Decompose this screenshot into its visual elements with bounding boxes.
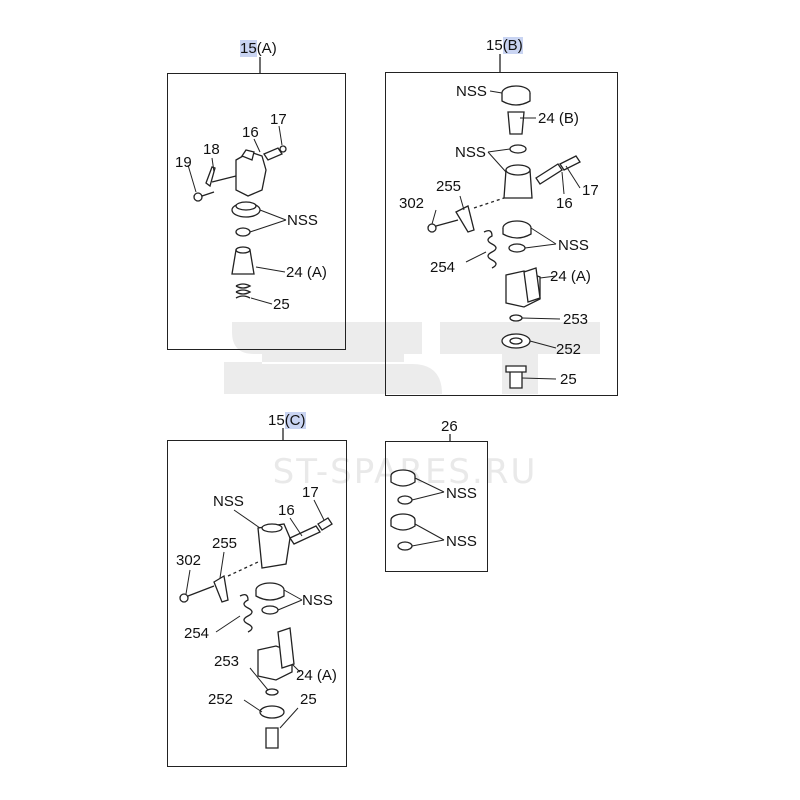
panel-b-box [385, 72, 618, 396]
title-leader-lines [259, 54, 501, 441]
panel-c-label-nss-2: NSS [302, 592, 333, 609]
panel-b-label-17: 17 [582, 182, 599, 199]
panel-b-label-25: 25 [560, 371, 577, 388]
panel-d-parts [390, 469, 445, 551]
panel-a-title-num: 15 [240, 40, 257, 57]
panel-c-label-24a: 24 (A) [296, 667, 337, 684]
panel-d-box [385, 441, 488, 572]
panel-d-label-nss-2: NSS [446, 533, 477, 550]
panel-a-title-suffix: (A) [256, 40, 277, 57]
panel-d-label-nss-1: NSS [446, 485, 477, 502]
panel-c-label-254: 254 [184, 625, 210, 642]
panel-d-title: 26 [441, 418, 458, 435]
panel-c-label-255: 255 [212, 535, 238, 552]
panel-b-label-nss-1: NSS [456, 83, 487, 100]
panel-c-label-253: 253 [214, 653, 240, 670]
panel-a-label-18: 18 [203, 141, 220, 158]
panel-b-label-nss-3: NSS [558, 237, 589, 254]
panel-c-title-suffix: (C) [284, 412, 306, 429]
panel-b-title: 15(B) [486, 37, 523, 54]
panel-c-label-25: 25 [300, 691, 317, 708]
panel-c-label-nss-1: NSS [213, 493, 244, 510]
panel-c-label-302: 302 [176, 552, 202, 569]
panel-a-parts [187, 125, 287, 305]
panel-a-title: 15(A) [240, 40, 277, 57]
panel-c-box [167, 440, 347, 767]
panel-a-label-nss: NSS [287, 212, 318, 229]
panel-a-label-25: 25 [273, 296, 290, 313]
panel-b-label-nss-2: NSS [455, 144, 486, 161]
panel-b-label-24b: 24 (B) [538, 110, 579, 127]
panel-c-label-17: 17 [302, 484, 319, 501]
panel-a-box [167, 73, 346, 350]
panel-b-label-16: 16 [556, 195, 573, 212]
panel-b-label-24a: 24 (A) [550, 268, 591, 285]
panel-b-label-253: 253 [563, 311, 589, 328]
panel-a-label-17: 17 [270, 111, 287, 128]
panel-c-title-num: 15 [268, 412, 285, 429]
panel-b-label-255: 255 [436, 178, 462, 195]
panel-a-label-19: 19 [175, 154, 192, 171]
panel-a-label-16: 16 [242, 124, 259, 141]
panel-b-label-254: 254 [430, 259, 456, 276]
panel-c-label-252: 252 [208, 691, 234, 708]
panel-c-parts [179, 499, 333, 749]
panel-b-parts [427, 85, 581, 389]
panel-c-label-16: 16 [278, 502, 295, 519]
panel-c-title: 15(C) [268, 412, 306, 429]
panel-a-label-24a: 24 (A) [286, 264, 327, 281]
panel-b-title-suffix: (B) [502, 37, 523, 54]
panel-b-label-252: 252 [556, 341, 582, 358]
panel-b-label-302: 302 [399, 195, 425, 212]
panel-b-title-num: 15 [486, 37, 503, 54]
